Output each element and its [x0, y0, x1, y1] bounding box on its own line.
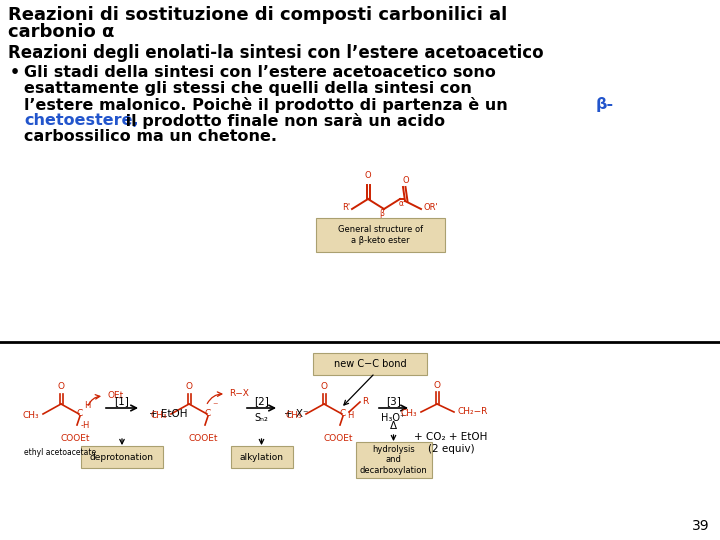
- Text: + EtOH: + EtOH: [149, 409, 187, 419]
- Text: H₃O⁺: H₃O⁺: [382, 413, 405, 423]
- Text: [3]: [3]: [386, 396, 401, 406]
- FancyArrowPatch shape: [88, 395, 100, 406]
- Text: CH₂−R: CH₂−R: [458, 408, 488, 416]
- Text: + X⁻: + X⁻: [284, 409, 308, 419]
- Text: l’estere malonico. Poichè il prodotto di partenza è un: l’estere malonico. Poichè il prodotto di…: [24, 97, 513, 113]
- Text: Reazioni degli enolati-la sintesi con l’estere acetoacetico: Reazioni degli enolati-la sintesi con l’…: [8, 44, 544, 62]
- Text: [2]: [2]: [254, 396, 269, 406]
- Text: deprotonation: deprotonation: [90, 453, 154, 462]
- Text: Reazioni di sostituzione di composti carbonilici al: Reazioni di sostituzione di composti car…: [8, 6, 508, 24]
- Text: carbossilico ma un chetone.: carbossilico ma un chetone.: [24, 129, 277, 144]
- Text: R−X: R−X: [229, 389, 249, 399]
- Text: CH₃: CH₃: [400, 408, 417, 417]
- Text: Δ: Δ: [390, 421, 397, 431]
- Text: H: H: [84, 402, 91, 410]
- Text: COOEt: COOEt: [323, 434, 353, 443]
- Text: β-: β-: [596, 97, 614, 112]
- Text: COOEt: COOEt: [188, 434, 217, 443]
- Text: O: O: [58, 382, 65, 391]
- FancyBboxPatch shape: [313, 353, 427, 375]
- Text: O: O: [402, 176, 409, 185]
- Text: carbonio α: carbonio α: [8, 23, 114, 41]
- Text: O: O: [186, 382, 192, 391]
- Text: + CO₂ + EtOH
(2 equiv): + CO₂ + EtOH (2 equiv): [414, 432, 487, 454]
- Text: H: H: [347, 411, 354, 420]
- Text: new C−C bond: new C−C bond: [333, 359, 406, 369]
- Text: Gli stadi della sintesi con l’estere acetoacetico sono: Gli stadi della sintesi con l’estere ace…: [24, 65, 496, 80]
- Text: hydrolysis
and
decarboxylation: hydrolysis and decarboxylation: [359, 445, 428, 475]
- Text: 39: 39: [693, 519, 710, 533]
- Text: R: R: [362, 396, 368, 406]
- Text: esattamente gli stessi che quelli della sintesi con: esattamente gli stessi che quelli della …: [24, 81, 472, 96]
- Text: CH₃: CH₃: [285, 410, 302, 420]
- Text: Sₙ₂: Sₙ₂: [255, 413, 269, 423]
- Text: chetoestere,: chetoestere,: [24, 113, 139, 128]
- Text: ⁻: ⁻: [212, 401, 217, 411]
- Text: α: α: [398, 199, 403, 208]
- Text: CH₃: CH₃: [22, 410, 39, 420]
- Text: C: C: [205, 409, 211, 418]
- Text: O: O: [320, 382, 328, 391]
- Text: OEt: OEt: [107, 392, 123, 401]
- Text: O: O: [433, 381, 441, 390]
- Text: CH₃: CH₃: [150, 410, 167, 420]
- FancyBboxPatch shape: [230, 446, 292, 468]
- FancyArrowPatch shape: [207, 392, 222, 403]
- FancyBboxPatch shape: [316, 218, 445, 252]
- Text: β: β: [379, 209, 384, 218]
- Text: COOEt: COOEt: [60, 434, 90, 443]
- Text: alkylation: alkylation: [240, 453, 284, 462]
- Text: -H: -H: [81, 422, 91, 430]
- FancyBboxPatch shape: [81, 446, 163, 468]
- Text: O: O: [365, 171, 372, 180]
- Text: C: C: [340, 409, 346, 418]
- Text: ethyl acetoacetate: ethyl acetoacetate: [24, 448, 96, 457]
- Text: General structure of
a β-keto ester: General structure of a β-keto ester: [338, 225, 423, 245]
- Text: [1]: [1]: [114, 396, 130, 406]
- Text: •: •: [10, 65, 20, 80]
- FancyBboxPatch shape: [356, 442, 431, 478]
- Text: R': R': [342, 202, 350, 212]
- Text: OR': OR': [423, 204, 438, 213]
- Text: C: C: [77, 409, 83, 418]
- Text: il prodotto finale non sarà un acido: il prodotto finale non sarà un acido: [120, 113, 445, 129]
